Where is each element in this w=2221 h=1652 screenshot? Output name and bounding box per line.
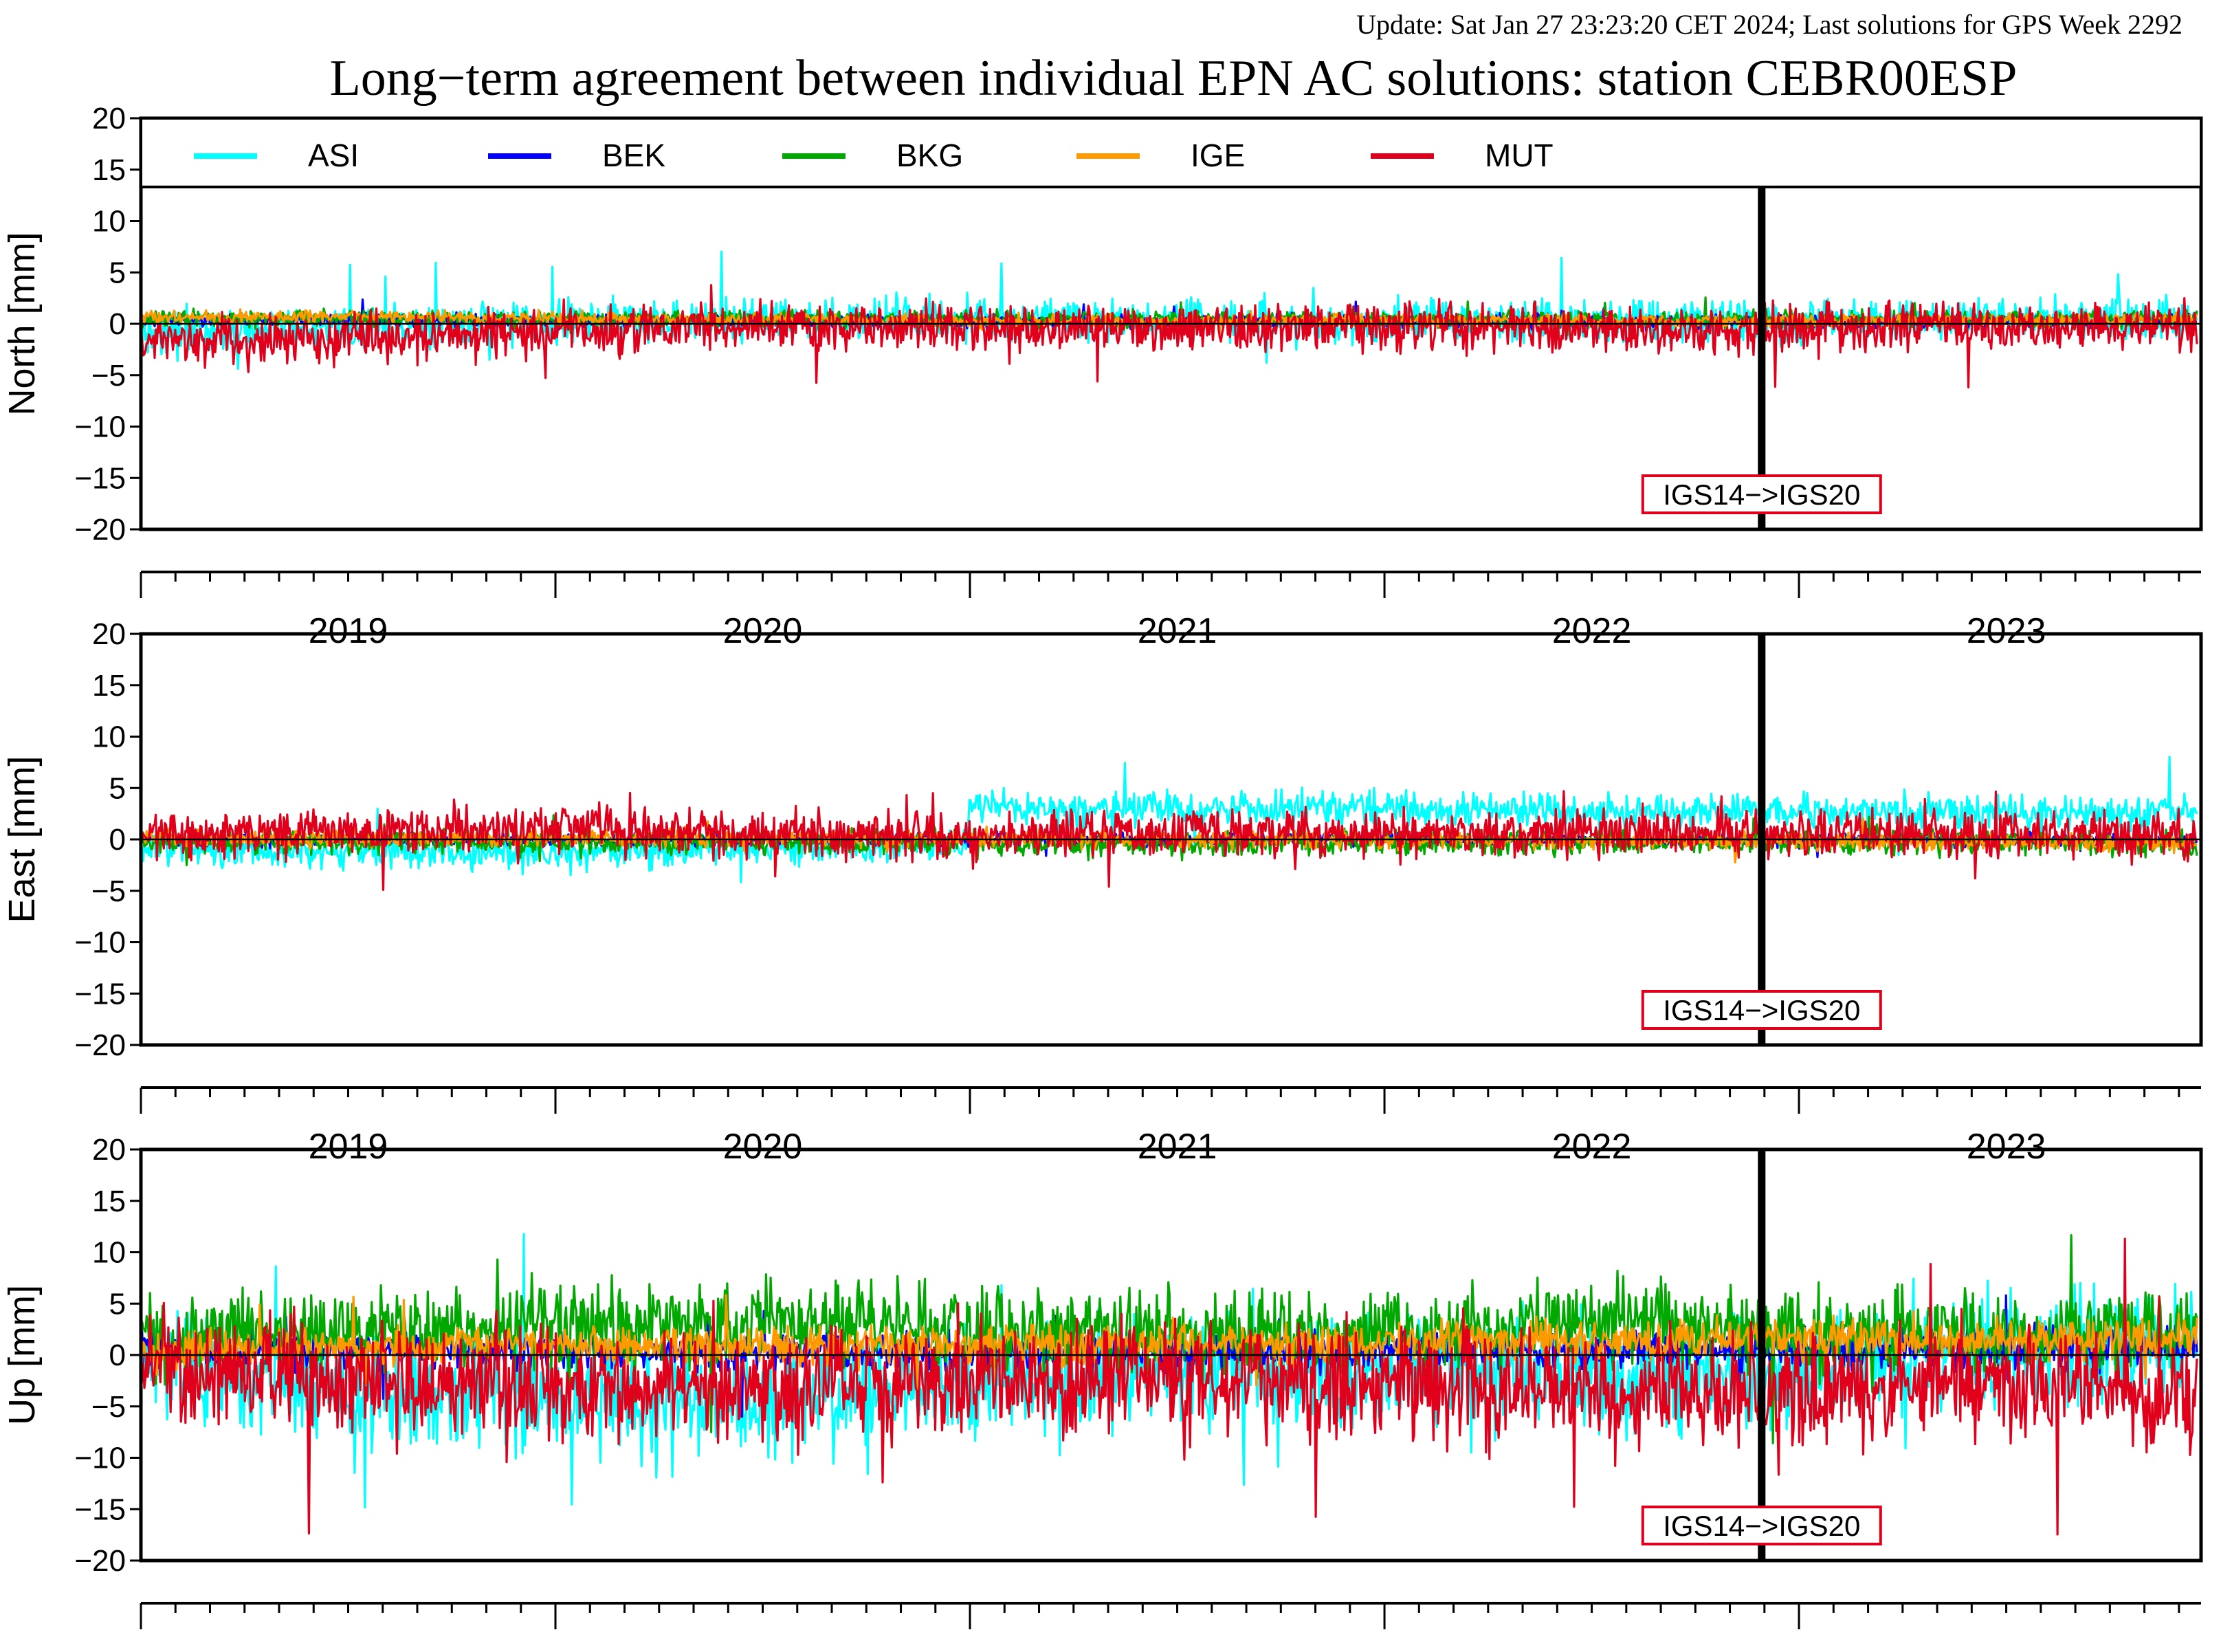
panel-north: IGS14−>IGS20 20 15 10 5 0 −5 −10 −15 −20 North [mm… [1, 102, 2203, 651]
y-tick-label: −15 [74, 1493, 126, 1526]
frame-change-box [1641, 1506, 1882, 1545]
y-tick-label: 10 [92, 205, 126, 239]
frame-change-box [1641, 474, 1882, 514]
frame-change-label: IGS14−>IGS20 [1663, 478, 1860, 511]
frame-change-label: IGS14−>IGS20 [1663, 1510, 1860, 1542]
series-line-asi [141, 756, 2198, 883]
legend-label-bkg: BKG [896, 137, 963, 173]
x-tick-label: 2020 [723, 1127, 803, 1167]
chart-title: Long−term agreement between individual E… [330, 50, 2018, 107]
legend-box [140, 117, 2202, 188]
panel-up: IGS14−>IGS20 20 15 10 5 0 −5 −10 −15 −20 Up [mm] 20… [1, 1133, 2203, 1652]
update-text: Update: Sat Jan 27 23:23:20 CET 2024; La… [1356, 9, 2183, 40]
y-tick-label: 0 [109, 1339, 126, 1372]
y-tick-label: −20 [74, 513, 126, 547]
y-axis-label: Up [mm] [1, 1285, 43, 1425]
x-tick-label: 2023 [1967, 611, 2046, 651]
x-tick-label: 2023 [1967, 1127, 2046, 1167]
y-tick-label: 5 [109, 771, 126, 805]
series-line-mut [141, 284, 2198, 388]
y-tick-label: −10 [74, 926, 126, 960]
y-tick-label: 5 [109, 256, 126, 289]
series-line-ige [141, 1294, 2198, 1392]
y-tick-label: 20 [92, 1133, 126, 1167]
series-group [141, 1233, 2198, 1536]
y-tick-label: −10 [74, 1442, 126, 1475]
y-tick-label: −15 [74, 461, 126, 495]
y-axis-label: East [mm] [1, 756, 43, 923]
legend: ASI BEK BKG IGE MUT [140, 117, 2202, 188]
x-tick-label: 2022 [1552, 611, 1632, 651]
panels: IGS14−>IGS20 20 15 10 5 0 −5 −10 −15 −20 North [mm… [1, 102, 2203, 1652]
x-tick-label: 2021 [1138, 1127, 1217, 1167]
x-tick-label: 2020 [723, 1642, 803, 1649]
legend-label-mut: MUT [1485, 137, 1554, 173]
x-tick-label: 2019 [309, 611, 388, 651]
y-tick-label: 15 [92, 1185, 126, 1218]
x-tick-label: 2021 [1138, 1642, 1217, 1649]
y-tick-label: 20 [92, 617, 126, 651]
y-tick-label: −10 [74, 410, 126, 444]
x-tick-label: 2019 [309, 1642, 388, 1649]
y-tick-label: 15 [92, 669, 126, 703]
x-tick-label: 2021 [1138, 611, 1217, 651]
y-axis-label: North [mm] [1, 232, 43, 415]
y-tick-label: 5 [109, 1287, 126, 1321]
y-tick-label: −5 [91, 359, 126, 393]
legend-label-bek: BEK [602, 137, 665, 173]
frame-change-box [1641, 990, 1882, 1030]
y-tick-label: −20 [74, 1544, 126, 1578]
frame-change-label: IGS14−>IGS20 [1663, 994, 1860, 1026]
panel-east: IGS14−>IGS20 20 15 10 5 0 −5 −10 −15 −20 East [mm]… [1, 617, 2203, 1167]
series-line-mut [141, 1237, 2198, 1536]
y-tick-label: 15 [92, 153, 126, 187]
y-tick-label: 0 [109, 823, 126, 857]
y-tick-label: 10 [92, 1236, 126, 1270]
y-tick-label: −5 [91, 1390, 126, 1424]
y-tick-label: −5 [91, 874, 126, 908]
y-tick-label: 20 [92, 102, 126, 135]
x-tick-label: 2022 [1552, 1127, 1632, 1167]
series-line-bkg [141, 1234, 2198, 1444]
x-tick-label: 2023 [1967, 1642, 2046, 1649]
y-tick-label: 10 [92, 720, 126, 754]
x-tick-label: 2022 [1552, 1642, 1632, 1649]
y-tick-label: −15 [74, 977, 126, 1011]
x-tick-label: 2020 [723, 611, 803, 651]
y-tick-label: 0 [109, 307, 126, 341]
legend-label-ige: IGE [1191, 137, 1245, 173]
y-tick-label: −20 [74, 1028, 126, 1062]
series-group [141, 250, 2198, 388]
series-group [141, 756, 2198, 891]
legend-label-asi: ASI [308, 137, 359, 173]
x-tick-label: 2019 [309, 1127, 388, 1167]
